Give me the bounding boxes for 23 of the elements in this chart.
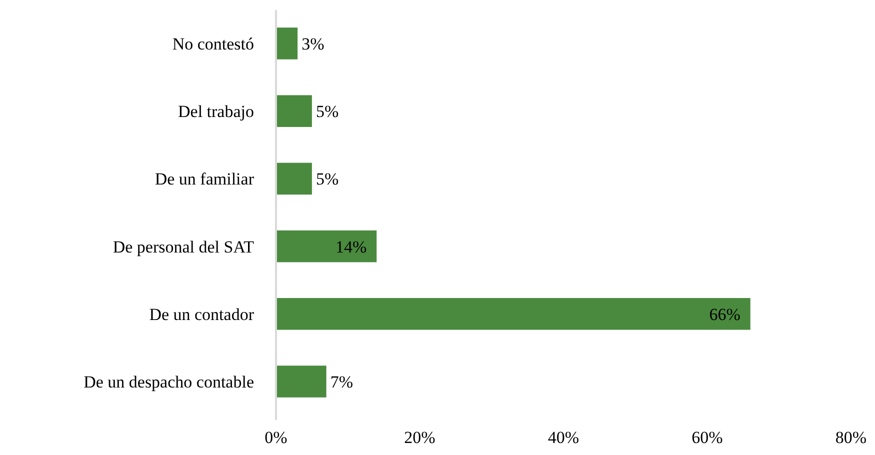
data-label: 66% [709,304,740,324]
data-label: 7% [330,372,353,392]
x-tick-label: 80% [835,428,867,447]
y-tick-label: De un contador [149,304,254,324]
y-tick-label: De personal del SAT [112,237,255,256]
y-tick-label: De un despacho contable [84,372,254,392]
x-tick-label: 20% [404,428,436,447]
y-tick-label: Del trabajo [178,102,254,122]
x-tick-label: 40% [548,428,580,447]
x-tick-label: 0% [264,428,288,447]
data-label: 14% [335,237,367,256]
x-tick-label: 60% [692,428,723,447]
data-label: 5% [316,102,339,122]
bar [276,230,377,262]
bar [276,95,312,127]
bar [276,298,750,330]
data-label: 5% [316,170,339,189]
data-label: 3% [302,34,324,54]
bar [276,366,326,398]
bar [276,28,298,60]
bar [276,162,312,195]
y-tick-label: No contestó [172,34,254,54]
y-tick-label: De un familiar [154,170,254,189]
